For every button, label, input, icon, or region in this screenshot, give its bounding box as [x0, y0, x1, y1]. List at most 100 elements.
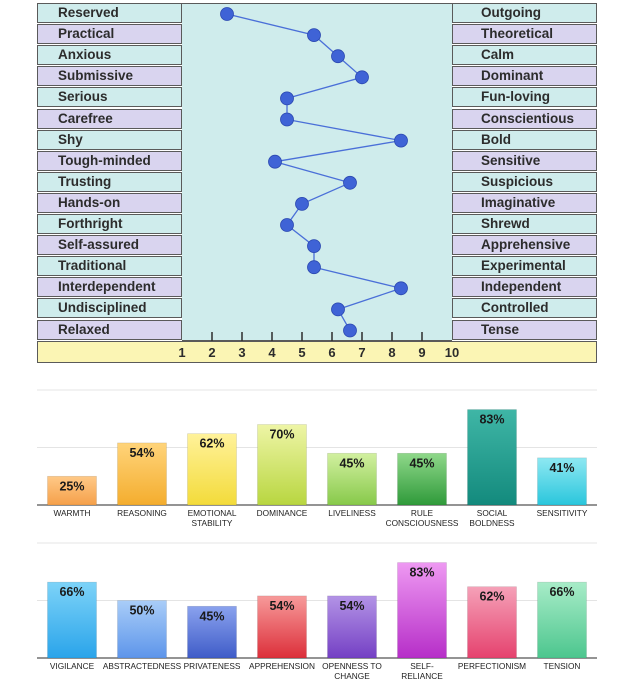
bar-category-label: ABSTRACTEDNESS	[103, 661, 182, 671]
bar-category-label: PRIVATENESS	[184, 661, 241, 671]
bar-category-label: STABILITY	[192, 518, 233, 528]
x-tick-label: 1	[178, 345, 185, 360]
trait-left-label: Hands-on	[37, 192, 182, 213]
bar	[187, 605, 237, 659]
bar	[467, 409, 517, 506]
profile-point	[307, 28, 321, 42]
bar	[537, 581, 587, 659]
bar	[257, 595, 307, 659]
x-tick-label: 5	[298, 345, 305, 360]
profile-point	[280, 218, 294, 232]
bar-category-label: SOCIAL	[477, 508, 508, 518]
trait-left-label: Anxious	[37, 45, 182, 66]
bar-value-label: 45%	[199, 609, 224, 623]
trait-left-label: Carefree	[37, 108, 182, 129]
bar	[397, 452, 447, 506]
x-tick-label: 6	[328, 345, 335, 360]
profile-point	[295, 196, 309, 211]
trait-left-label: Practical	[37, 24, 182, 45]
bar-value-label: 41%	[549, 461, 574, 475]
bar-value-label: 45%	[339, 456, 364, 470]
trait-left-label: Tough-minded	[37, 150, 182, 171]
bar	[537, 457, 587, 506]
bar-chart-svg: 66% VIGILANCE 50% ABSTRACTEDNESS 45% PRIVATEN…	[37, 542, 597, 681]
trait-left-label: Self-assured	[37, 235, 182, 256]
trait-left-label: Interdependent	[37, 277, 182, 298]
bar-value-label: 83%	[409, 566, 434, 580]
trait-left-label: Submissive	[37, 66, 182, 87]
x-tick-label: 9	[418, 345, 425, 360]
bar	[467, 586, 517, 659]
bar	[187, 433, 237, 506]
trait-right-label: Controlled	[452, 298, 597, 319]
bar-value-label: 66%	[549, 585, 574, 599]
bar-value-label: 25%	[59, 479, 84, 493]
bar-category-label: EMOTIONAL	[188, 508, 237, 518]
bar	[117, 600, 167, 659]
bar-category-label: TENSION	[544, 661, 581, 671]
trait-left-label: Relaxed	[37, 319, 182, 340]
profile-point	[268, 154, 282, 169]
bar-value-label: 54%	[339, 599, 364, 613]
trait-right-label: Imaginative	[452, 192, 597, 213]
trait-right-label: Theoretical	[452, 24, 597, 45]
bar-value-label: 62%	[199, 437, 224, 451]
bar-value-label: 54%	[269, 599, 294, 613]
bar-category-label: BOLDNESS	[469, 518, 515, 528]
profile-point	[307, 260, 321, 275]
factor-bar-chart-1: 25% WARMTH 54% REASONING 62% EMOTIONAL STABILI…	[37, 388, 597, 538]
trait-right-label: Conscientious	[452, 108, 597, 129]
trait-right-label: Fun-loving	[452, 87, 597, 108]
bar-category-label: SENSITIVITY	[537, 508, 588, 518]
profile-line	[226, 13, 404, 331]
bar	[47, 475, 97, 506]
x-tick-label: 2	[208, 345, 215, 360]
profile-plot-area	[182, 3, 452, 341]
trait-right-label: Tense	[452, 319, 597, 340]
trait-right-label: Outgoing	[452, 3, 597, 23]
x-tick-label: 8	[388, 345, 395, 360]
profile-point	[280, 112, 294, 127]
trait-left-label: Undisciplined	[37, 298, 182, 319]
profile-x-axis	[37, 341, 597, 363]
bar-category-label: PERFECTIONISM	[458, 661, 526, 671]
profile-point	[331, 49, 345, 64]
bar-value-label: 50%	[129, 604, 154, 618]
bar-category-label: OPENNESS TO	[322, 661, 382, 671]
bar-category-label: RULE	[411, 508, 434, 518]
trait-right-label: Calm	[452, 45, 597, 66]
trait-left-label: Reserved	[37, 3, 182, 23]
x-tick-label: 10	[445, 345, 459, 360]
bar	[257, 424, 307, 506]
bar-value-label: 70%	[269, 428, 294, 442]
trait-left-label: Forthright	[37, 214, 182, 234]
trait-left-label: Traditional	[37, 256, 182, 277]
bar-value-label: 62%	[479, 590, 504, 604]
profile-point	[355, 70, 369, 85]
profile-point	[394, 281, 408, 296]
bar	[47, 581, 97, 659]
bar-chart-svg: 25% WARMTH 54% REASONING 62% EMOTIONALSTABILI…	[37, 389, 597, 528]
profile-point	[220, 7, 234, 21]
bar-category-label: REASONING	[117, 508, 167, 518]
bar-value-label: 66%	[59, 585, 84, 599]
bar	[117, 442, 167, 506]
bar-value-label: 83%	[479, 413, 504, 427]
factor-bar-chart-2: 66% VIGILANCE 50% ABSTRACTEDNESS 45% PRIVATEN…	[37, 541, 597, 687]
profile-point	[307, 239, 321, 254]
bar-category-label: APPREHENSION	[249, 661, 315, 671]
trait-right-label: Experimental	[452, 256, 597, 277]
profile-point	[343, 323, 357, 338]
trait-right-label: Apprehensive	[452, 235, 597, 256]
trait-right-label: Shrewd	[452, 214, 597, 234]
trait-right-label: Independent	[452, 277, 597, 298]
trait-left-label: Shy	[37, 129, 182, 150]
trait-left-label: Serious	[37, 87, 182, 108]
profile-point	[331, 302, 345, 317]
bar	[327, 452, 377, 506]
trait-right-label: Sensitive	[452, 150, 597, 171]
bar-category-label: CONSCIOUSNESS	[386, 518, 459, 528]
profile-point	[394, 133, 408, 148]
profile-point	[343, 175, 357, 190]
trait-right-label: Bold	[452, 129, 597, 150]
